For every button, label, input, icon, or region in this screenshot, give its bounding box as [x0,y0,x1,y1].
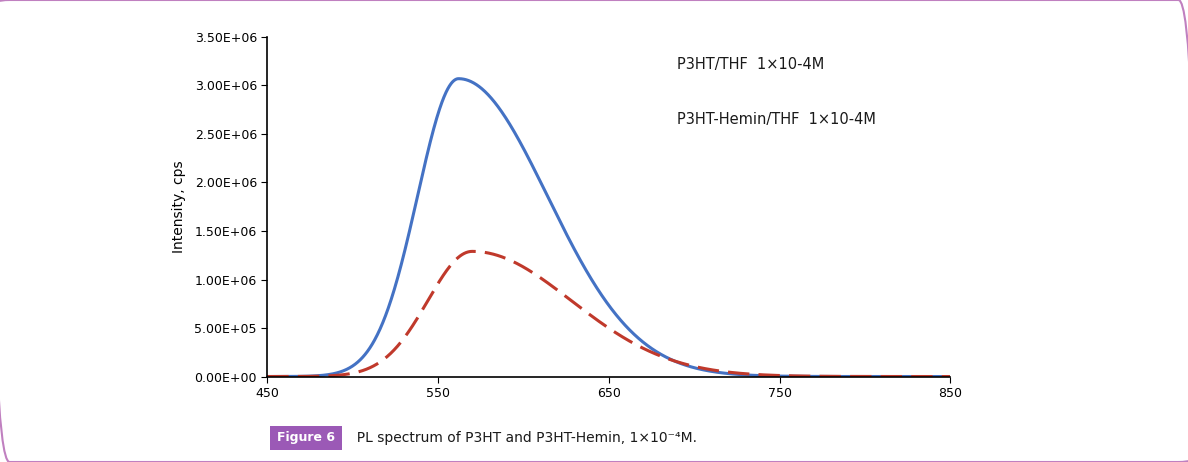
Text: P3HT-Hemin/THF  1×10-4M: P3HT-Hemin/THF 1×10-4M [677,112,876,127]
Y-axis label: Intensity, cps: Intensity, cps [172,160,187,253]
Text: PL spectrum of P3HT and P3HT-Hemin, 1×10⁻⁴M.: PL spectrum of P3HT and P3HT-Hemin, 1×10… [348,431,697,445]
Text: P3HT/THF  1×10-4M: P3HT/THF 1×10-4M [677,57,824,73]
Text: Figure 6: Figure 6 [277,432,335,444]
FancyBboxPatch shape [270,426,342,450]
